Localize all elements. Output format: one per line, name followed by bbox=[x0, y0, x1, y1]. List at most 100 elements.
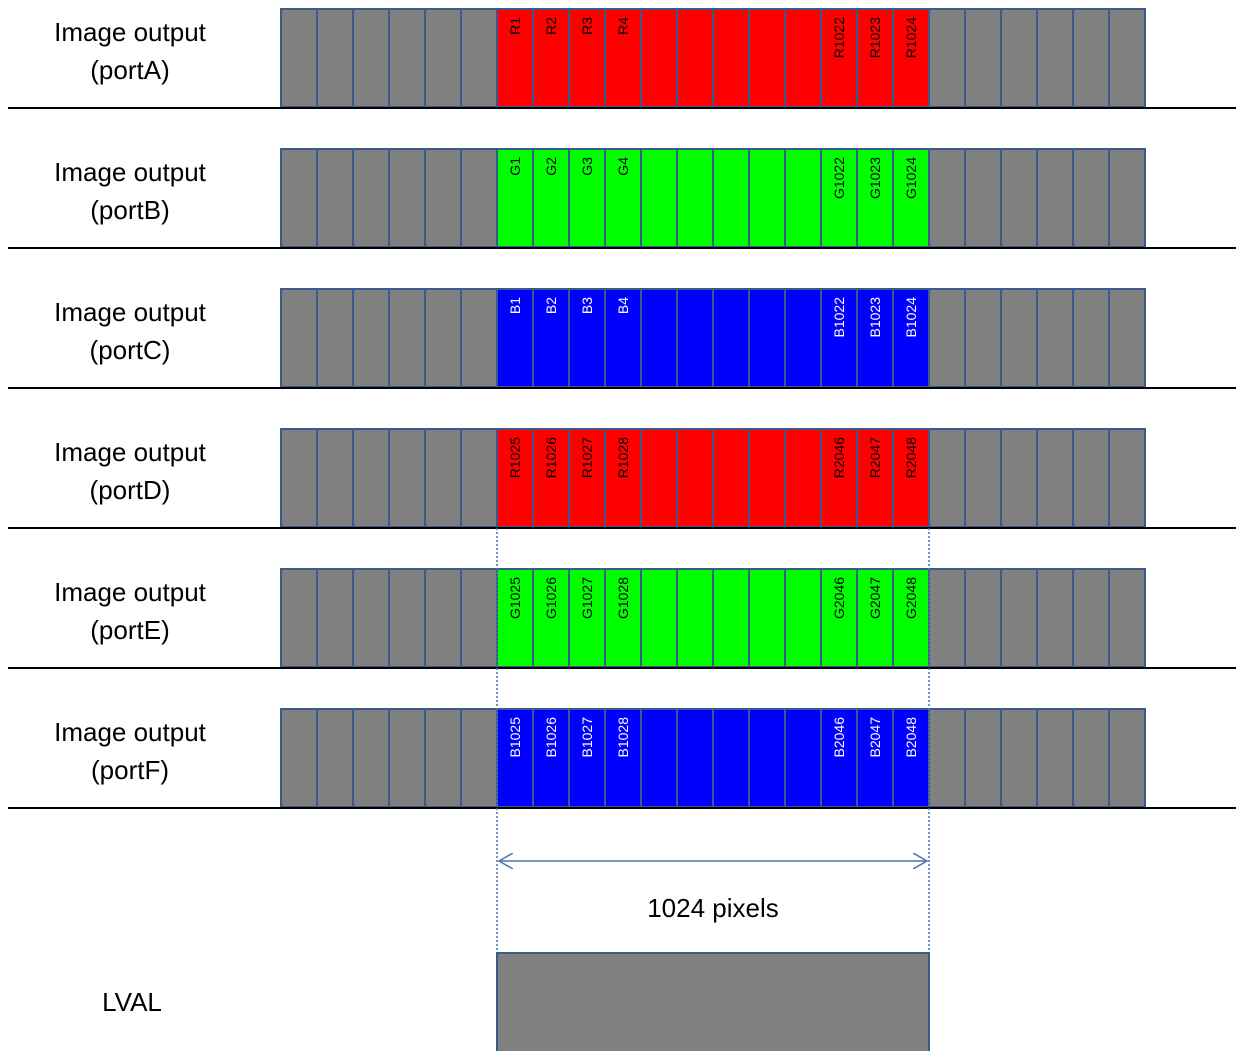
inactive-cell bbox=[1108, 428, 1146, 528]
pixel-cell bbox=[748, 288, 786, 388]
port-row: Image output (portD) R1025 R1026 R1027 R1028 R… bbox=[8, 428, 1236, 529]
pixel-cell bbox=[784, 288, 822, 388]
port-label-line2: (portC) bbox=[90, 335, 171, 365]
inactive-cell bbox=[1072, 8, 1110, 108]
inactive-cell bbox=[1036, 568, 1074, 668]
inactive-cell bbox=[316, 568, 354, 668]
inactive-cell bbox=[352, 568, 390, 668]
cell-label: G2048 bbox=[903, 577, 919, 619]
pixel-cell bbox=[748, 708, 786, 808]
inactive-cell bbox=[388, 568, 426, 668]
lval-section: 1024 pixels LVAL bbox=[102, 861, 930, 1051]
inactive-cell bbox=[1108, 568, 1146, 668]
pixel-cell bbox=[856, 288, 894, 388]
inactive-cell bbox=[964, 148, 1002, 248]
inactive-cell bbox=[424, 708, 462, 808]
inactive-cell bbox=[1108, 148, 1146, 248]
cell-label: G1026 bbox=[543, 577, 559, 619]
port-row: Image output (portE) G1025 G1026 G1027 G1028 G… bbox=[8, 568, 1236, 669]
inactive-cell bbox=[964, 8, 1002, 108]
inactive-cell bbox=[1108, 288, 1146, 388]
cell-label: R4 bbox=[615, 17, 631, 35]
pixel-cell bbox=[712, 8, 750, 108]
inactive-cell bbox=[280, 288, 318, 388]
pixel-cell bbox=[676, 288, 714, 388]
pixel-cell bbox=[748, 568, 786, 668]
cell-label: G2046 bbox=[831, 577, 847, 619]
pixel-cell bbox=[784, 148, 822, 248]
pixel-cell bbox=[676, 568, 714, 668]
inactive-cell bbox=[352, 8, 390, 108]
port-label-line1: Image output bbox=[54, 717, 207, 747]
pixel-cell bbox=[640, 708, 678, 808]
port-label-line2: (portD) bbox=[90, 475, 171, 505]
pixel-cell bbox=[784, 568, 822, 668]
cell-label: R1028 bbox=[615, 437, 631, 478]
pixel-cell bbox=[856, 8, 894, 108]
inactive-cell bbox=[1000, 708, 1038, 808]
inactive-cell bbox=[316, 288, 354, 388]
pixel-cell bbox=[712, 708, 750, 808]
inactive-cell bbox=[1072, 428, 1110, 528]
inactive-cell bbox=[928, 428, 966, 528]
cell-label: B1 bbox=[507, 297, 523, 314]
cell-label: B1024 bbox=[903, 297, 919, 338]
cell-label: G2 bbox=[543, 157, 559, 176]
pixel-cell bbox=[640, 8, 678, 108]
pixel-cell bbox=[892, 568, 930, 668]
inactive-cell bbox=[1036, 708, 1074, 808]
pixel-cell bbox=[892, 288, 930, 388]
inactive-cell bbox=[460, 288, 498, 388]
inactive-cell bbox=[1036, 288, 1074, 388]
cell-label: G1022 bbox=[831, 157, 847, 199]
inactive-cell bbox=[316, 428, 354, 528]
pixel-cell bbox=[640, 568, 678, 668]
port-label-line1: Image output bbox=[54, 297, 207, 327]
span-guides bbox=[496, 528, 930, 1051]
inactive-cell bbox=[280, 148, 318, 248]
cell-label: R3 bbox=[579, 17, 595, 35]
cell-label: G1028 bbox=[615, 577, 631, 619]
inactive-cell bbox=[280, 708, 318, 808]
inactive-cell bbox=[1108, 708, 1146, 808]
cell-label: R2048 bbox=[903, 437, 919, 478]
inactive-cell bbox=[388, 148, 426, 248]
inactive-cell bbox=[928, 708, 966, 808]
pixel-cell bbox=[784, 428, 822, 528]
inactive-cell bbox=[1072, 148, 1110, 248]
inactive-cell bbox=[316, 148, 354, 248]
cell-label: B1028 bbox=[615, 717, 631, 758]
port-row: Image output (portB) G1 G2 G3 G4 G1022 G1023 G10… bbox=[8, 148, 1236, 249]
cell-label: G1023 bbox=[867, 157, 883, 199]
pixel-cell bbox=[496, 8, 534, 108]
inactive-cell bbox=[928, 8, 966, 108]
inactive-cell bbox=[1036, 8, 1074, 108]
cell-label: R2046 bbox=[831, 437, 847, 478]
cell-label: B1025 bbox=[507, 717, 523, 758]
cell-label: R2 bbox=[543, 17, 559, 35]
inactive-cell bbox=[1000, 428, 1038, 528]
lval-bar bbox=[496, 952, 930, 1051]
inactive-cell bbox=[1000, 288, 1038, 388]
pixel-cell bbox=[856, 708, 894, 808]
cell-label: R1027 bbox=[579, 437, 595, 478]
inactive-cell bbox=[460, 568, 498, 668]
cell-label: B3 bbox=[579, 297, 595, 314]
pixel-cell bbox=[676, 8, 714, 108]
inactive-cell bbox=[280, 8, 318, 108]
inactive-cell bbox=[424, 8, 462, 108]
pixel-cell bbox=[748, 8, 786, 108]
pixel-cell bbox=[676, 708, 714, 808]
inactive-cell bbox=[1072, 288, 1110, 388]
cell-label: B2046 bbox=[831, 717, 847, 758]
inactive-cell bbox=[388, 8, 426, 108]
pixel-cell bbox=[712, 288, 750, 388]
port-label-line2: (portB) bbox=[90, 195, 169, 225]
inactive-cell bbox=[352, 428, 390, 528]
lval-label: LVAL bbox=[102, 987, 162, 1017]
cell-label: R1023 bbox=[867, 17, 883, 58]
port-row: Image output (portC) B1 B2 B3 B4 B1022 B1023 B10… bbox=[8, 288, 1236, 389]
inactive-cell bbox=[388, 288, 426, 388]
pixel-cell bbox=[784, 708, 822, 808]
inactive-cell bbox=[424, 428, 462, 528]
